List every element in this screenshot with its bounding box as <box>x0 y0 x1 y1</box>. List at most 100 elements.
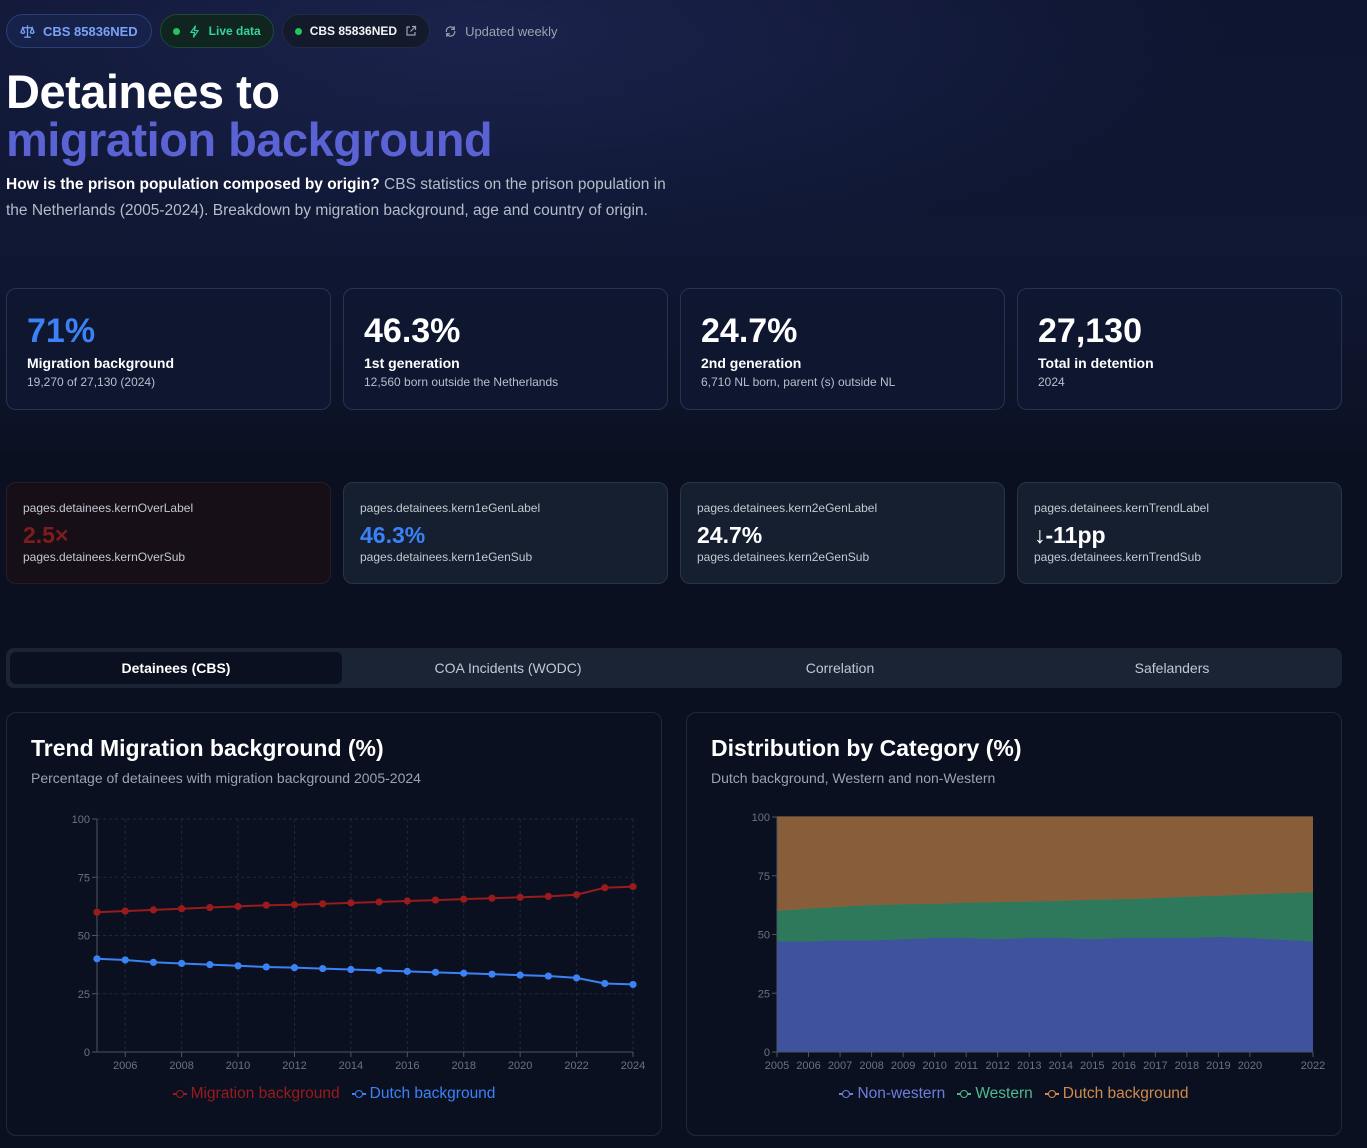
x-tick-label: 2017 <box>1143 1060 1167 1072</box>
x-tick-label: 2008 <box>169 1060 193 1072</box>
tab-coa-incidents[interactable]: COA Incidents (WODC) <box>434 660 582 676</box>
y-tick-label: 50 <box>78 931 90 943</box>
x-tick-label: 2020 <box>508 1060 532 1072</box>
data-point-migration-background <box>290 901 299 909</box>
kern-card-first-generation: pages.detainees.kern1eGenLabel 46.3% pag… <box>343 482 668 584</box>
kpi-card-migration-background: 71% Migration background 19,270 of 27,13… <box>6 288 331 410</box>
x-tick-label: 2019 <box>1206 1060 1230 1072</box>
data-point-dutch-background <box>347 965 355 974</box>
chart-legend: Non-western Western Dutch background <box>687 1085 1341 1103</box>
x-tick-label: 2009 <box>891 1060 915 1072</box>
kern-value: 24.7% <box>697 522 763 548</box>
kern-value: ↓-11pp <box>1034 522 1106 548</box>
chart-legend: Migration background Dutch background <box>7 1085 661 1103</box>
kpi-sub: 12,560 born outside the Netherlands <box>364 375 559 389</box>
data-point-dutch-background <box>206 961 214 969</box>
data-point-migration-background <box>488 894 496 902</box>
kpi-label: 2nd generation <box>701 355 802 371</box>
intro-description: CBS statistics on the prison population … <box>6 176 666 219</box>
data-point-migration-background <box>262 901 270 909</box>
legend-line-marker-icon <box>172 1089 187 1099</box>
page-title-line-2: migration background <box>6 113 493 166</box>
kern-label: pages.detainees.kernTrendLabel <box>1034 501 1210 515</box>
x-tick-label: 2011 <box>954 1060 978 1072</box>
kern-label: pages.detainees.kern2eGenLabel <box>697 501 878 515</box>
trend-chart-panel: 0 25 50 75 100 2006 2008 2010 2012 2014 2016 2018 20… <box>6 712 662 1136</box>
chart-subtitle: Percentage of detainees with migration b… <box>31 770 421 786</box>
x-tick-label: 2010 <box>922 1060 946 1072</box>
kpi-value: 71% <box>27 312 96 350</box>
data-point-migration-background <box>234 902 242 910</box>
y-tick-label: 0 <box>764 1047 770 1059</box>
distribution-area-chart: 0 25 50 75 100 2005 2006 2007 2008 2009 2010 2011 20… <box>752 812 1326 1072</box>
kern-label: pages.detainees.kern1eGenLabel <box>360 501 541 515</box>
intro-question: How is the prison population composed by… <box>6 176 380 193</box>
x-tick-label: 2007 <box>828 1060 852 1072</box>
dataset-badge[interactable]: CBS 85836NED <box>6 14 152 48</box>
kpi-label: 1st generation <box>364 355 460 371</box>
update-frequency: Updated weekly <box>438 14 564 48</box>
tab-correlation[interactable]: Correlation <box>805 660 875 676</box>
y-tick-label: 25 <box>78 989 90 1001</box>
kern-card-trend: pages.detainees.kernTrendLabel ↓-11pp pa… <box>1017 482 1342 584</box>
x-tick-label: 2008 <box>859 1060 883 1072</box>
legend-line-marker-icon <box>839 1089 854 1099</box>
data-point-dutch-background <box>516 971 524 979</box>
data-point-migration-background <box>178 905 186 913</box>
data-point-migration-background <box>629 882 637 891</box>
y-tick-label: 75 <box>758 871 770 883</box>
external-link-icon <box>405 25 417 37</box>
legend-item-western[interactable]: Western <box>957 1085 1033 1103</box>
kern-sub: pages.detainees.kern2eGenSub <box>697 550 870 564</box>
data-point-dutch-background <box>262 963 270 971</box>
y-tick-label: 0 <box>84 1047 90 1059</box>
x-tick-label: 2012 <box>985 1060 1009 1072</box>
distribution-chart-panel: 0 25 50 75 100 2005 2006 2007 2008 2009 2010 2011 20… <box>686 712 1342 1136</box>
legend-line-marker-icon <box>1044 1089 1059 1099</box>
data-point-migration-background <box>403 897 411 905</box>
data-point-dutch-background <box>544 972 552 980</box>
kpi-sub: 19,270 of 27,130 (2024) <box>27 375 156 389</box>
data-point-dutch-background <box>460 969 468 977</box>
tab-safelanders[interactable]: Safelanders <box>1134 660 1210 676</box>
legend-line-marker-icon <box>957 1089 972 1099</box>
legend-item-dutch-background[interactable]: Dutch background <box>351 1085 495 1103</box>
chart-subtitle: Dutch background, Western and non-Wester… <box>711 770 996 786</box>
x-tick-label: 2006 <box>796 1060 820 1072</box>
x-tick-label: 2014 <box>339 1060 363 1072</box>
data-point-migration-background <box>206 903 214 912</box>
kpi-label: Total in detention <box>1038 355 1154 371</box>
y-tick-label: 100 <box>752 812 770 824</box>
source-status-dot <box>294 27 302 35</box>
x-tick-label: 2005 <box>765 1060 789 1072</box>
dataset-badge-label: CBS 85836NED <box>43 23 138 39</box>
chart-title: Trend Migration background (%) <box>31 735 384 761</box>
scale-icon <box>20 24 35 39</box>
kpi-card-first-generation: 46.3% 1st generation 12,560 born outside… <box>343 288 668 410</box>
data-point-dutch-background <box>629 980 637 989</box>
series-line-dutch-background <box>96 957 634 986</box>
y-tick-label: 50 <box>758 930 770 942</box>
data-point-dutch-background <box>93 955 101 963</box>
legend-label: Dutch background <box>1062 1085 1189 1102</box>
legend-item-non-western[interactable]: Non-western <box>839 1085 945 1103</box>
data-point-migration-background <box>319 900 327 908</box>
x-tick-label: 2022 <box>1301 1060 1325 1072</box>
source-link-badge[interactable]: CBS 85836NED <box>281 14 431 48</box>
data-point-dutch-background <box>290 964 299 972</box>
tab-detainees[interactable]: Detainees (CBS) <box>10 652 342 684</box>
source-badge-label: CBS 85836NED <box>309 24 398 38</box>
live-data-label: Live data <box>208 24 261 38</box>
data-point-dutch-background <box>572 974 581 982</box>
kern-card-overrepresentation: pages.detainees.kernOverLabel 2.5× pages… <box>6 482 331 584</box>
data-point-dutch-background <box>488 970 496 978</box>
legend-item-migration-background[interactable]: Migration background <box>172 1085 340 1103</box>
kern-value: 2.5× <box>23 522 69 548</box>
data-point-migration-background <box>431 896 440 904</box>
data-point-migration-background <box>572 891 581 899</box>
data-point-migration-background <box>544 892 552 900</box>
x-tick-label: 2022 <box>564 1060 588 1072</box>
kern-sub: pages.detainees.kernOverSub <box>23 550 186 564</box>
area-non-western <box>777 936 1313 1052</box>
legend-item-dutch-background[interactable]: Dutch background <box>1044 1085 1189 1103</box>
